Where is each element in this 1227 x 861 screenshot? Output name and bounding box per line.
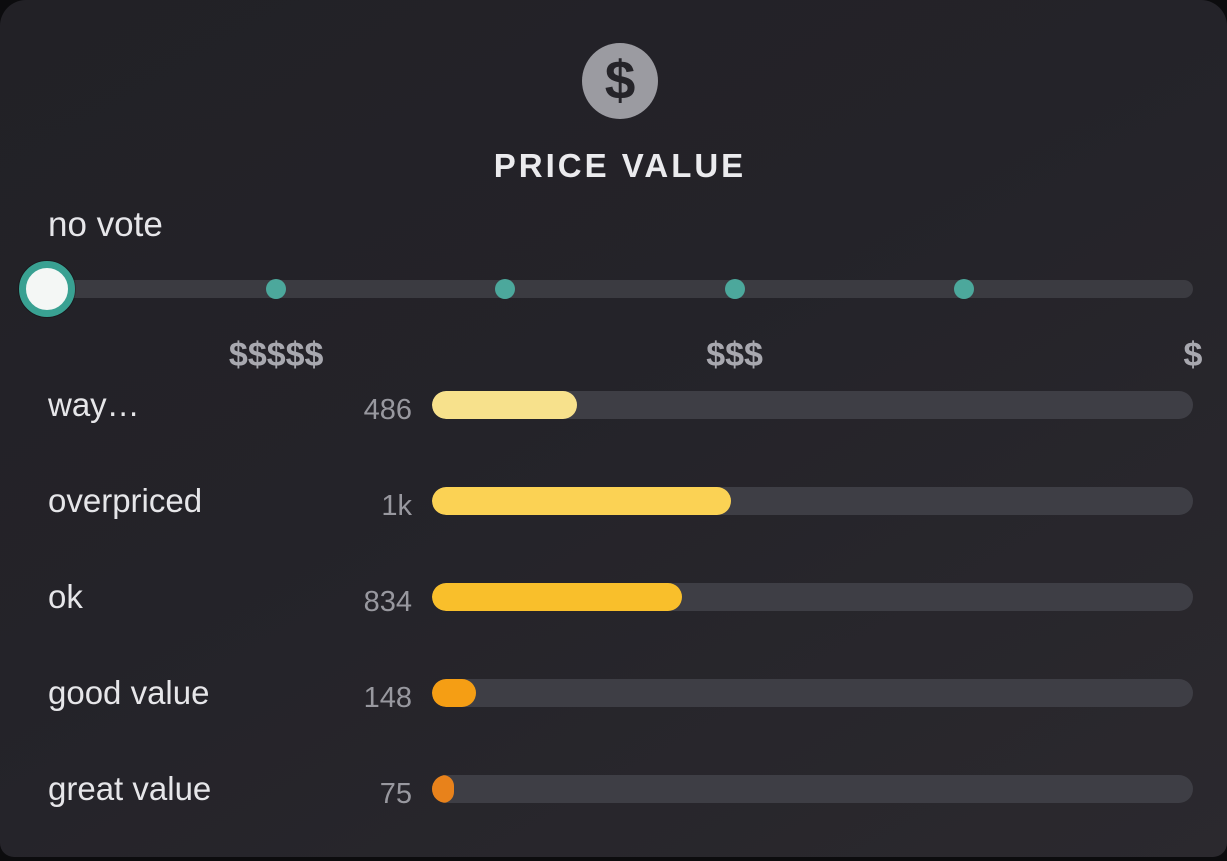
vote-count: 148 <box>363 681 412 714</box>
slider-stop-dot[interactable] <box>495 279 516 299</box>
vote-result-row: way… 486 <box>0 357 1227 453</box>
vote-option-label: ok <box>48 578 83 615</box>
vote-option-label: good value <box>48 674 210 711</box>
vote-count: 834 <box>363 585 412 618</box>
slider-selected-label: no vote <box>48 205 163 244</box>
tier-label-1-dollar: $ <box>1183 336 1203 374</box>
vote-option-label: overpriced <box>48 482 203 519</box>
vote-result-row: good value 148 <box>0 645 1227 741</box>
vote-result-row: ok 834 <box>0 549 1227 645</box>
slider-handle[interactable] <box>19 261 75 317</box>
vote-bar-track <box>432 679 1193 707</box>
vote-bar-track <box>432 583 1193 611</box>
slider-track[interactable] <box>47 279 1193 299</box>
vote-result-row: overpriced 1k <box>0 453 1227 549</box>
vote-bar-fill <box>432 391 578 419</box>
slider-stop-dot[interactable] <box>724 279 745 299</box>
vote-bar-fill <box>432 487 732 515</box>
vote-count: 1k <box>381 489 412 522</box>
vote-results-list: way… 486 overpriced 1k ok 834 good value 148 gre… <box>0 357 1227 837</box>
tier-label-5-dollar: $$$$$ <box>228 336 324 374</box>
vote-result-row: great value 75 <box>0 741 1227 837</box>
slider-stop-dot[interactable] <box>266 279 287 299</box>
vote-bar-fill <box>432 679 477 707</box>
slider-stop-dot[interactable] <box>953 279 974 299</box>
vote-count: 486 <box>363 393 412 426</box>
tier-label-3-dollar: $$$ <box>706 336 763 374</box>
vote-bar-track <box>432 775 1193 803</box>
vote-option-label: great value <box>48 770 212 807</box>
price-value-slider[interactable] <box>19 261 1193 317</box>
vote-bar-fill <box>432 775 455 803</box>
page-title: PRICE VALUE <box>493 147 747 184</box>
vote-option-label: way… <box>48 386 140 423</box>
dollar-circle-icon: $ <box>582 43 658 119</box>
dollar-sign-icon: $ <box>604 48 636 111</box>
vote-bar-fill <box>432 583 682 611</box>
vote-bar-track <box>432 391 1193 419</box>
price-tier-labels: $$$$$ $$$ $ <box>47 336 1203 380</box>
vote-count: 75 <box>379 777 412 810</box>
vote-bar-track <box>432 487 1193 515</box>
